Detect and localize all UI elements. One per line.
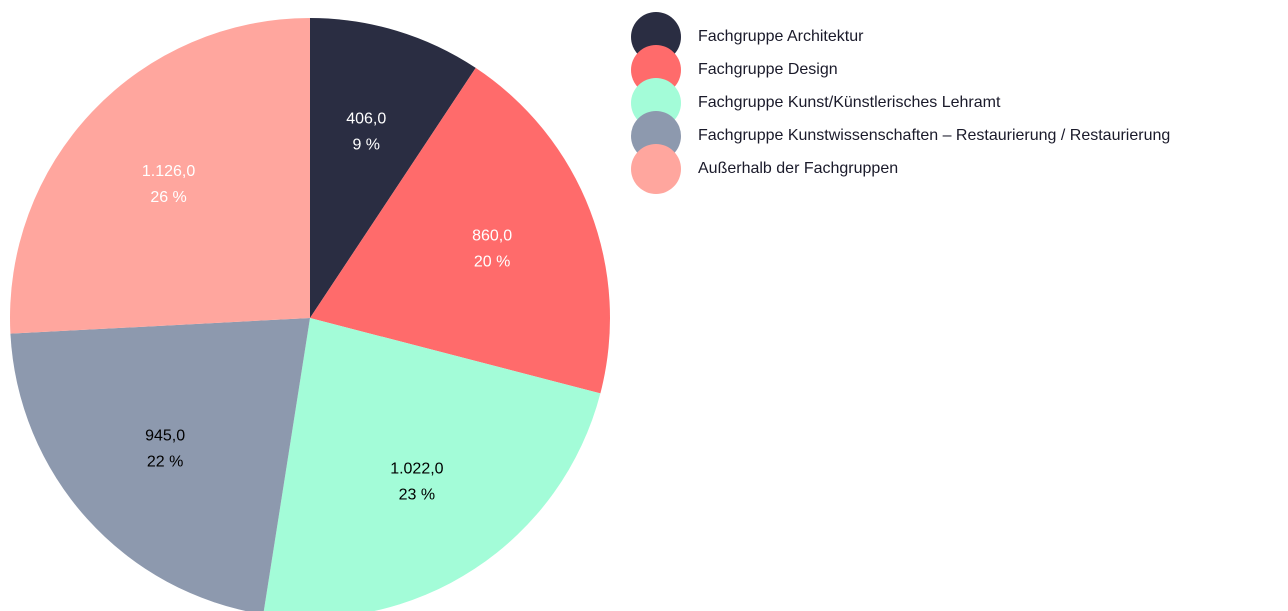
legend-swatch	[631, 144, 681, 194]
percent-label: 9 %	[352, 137, 380, 154]
pie-slice	[310, 67, 610, 394]
percent-label: 26 %	[150, 189, 186, 206]
value-label: 1.126,0	[142, 163, 195, 180]
pie-slice	[10, 318, 310, 611]
percent-label: 20 %	[474, 253, 510, 270]
legend-label: Fachgruppe Design	[698, 61, 838, 78]
pie-slice	[263, 318, 601, 611]
percent-label: 22 %	[147, 454, 183, 471]
pie-slice	[310, 18, 476, 318]
pie-slice	[9, 18, 310, 334]
legend-label: Fachgruppe Kunstwissenschaften – Restaur…	[698, 127, 1170, 144]
value-label: 945,0	[145, 428, 185, 445]
value-label: 406,0	[346, 111, 386, 128]
legend-label: Fachgruppe Kunst/Künstlerisches Lehramt	[698, 94, 1001, 111]
legend-label: Fachgruppe Architektur	[698, 28, 864, 45]
value-label: 860,0	[472, 227, 512, 244]
legend-label: Außerhalb der Fachgruppen	[698, 160, 898, 177]
value-label: 1.022,0	[390, 460, 443, 477]
percent-label: 23 %	[399, 486, 435, 503]
